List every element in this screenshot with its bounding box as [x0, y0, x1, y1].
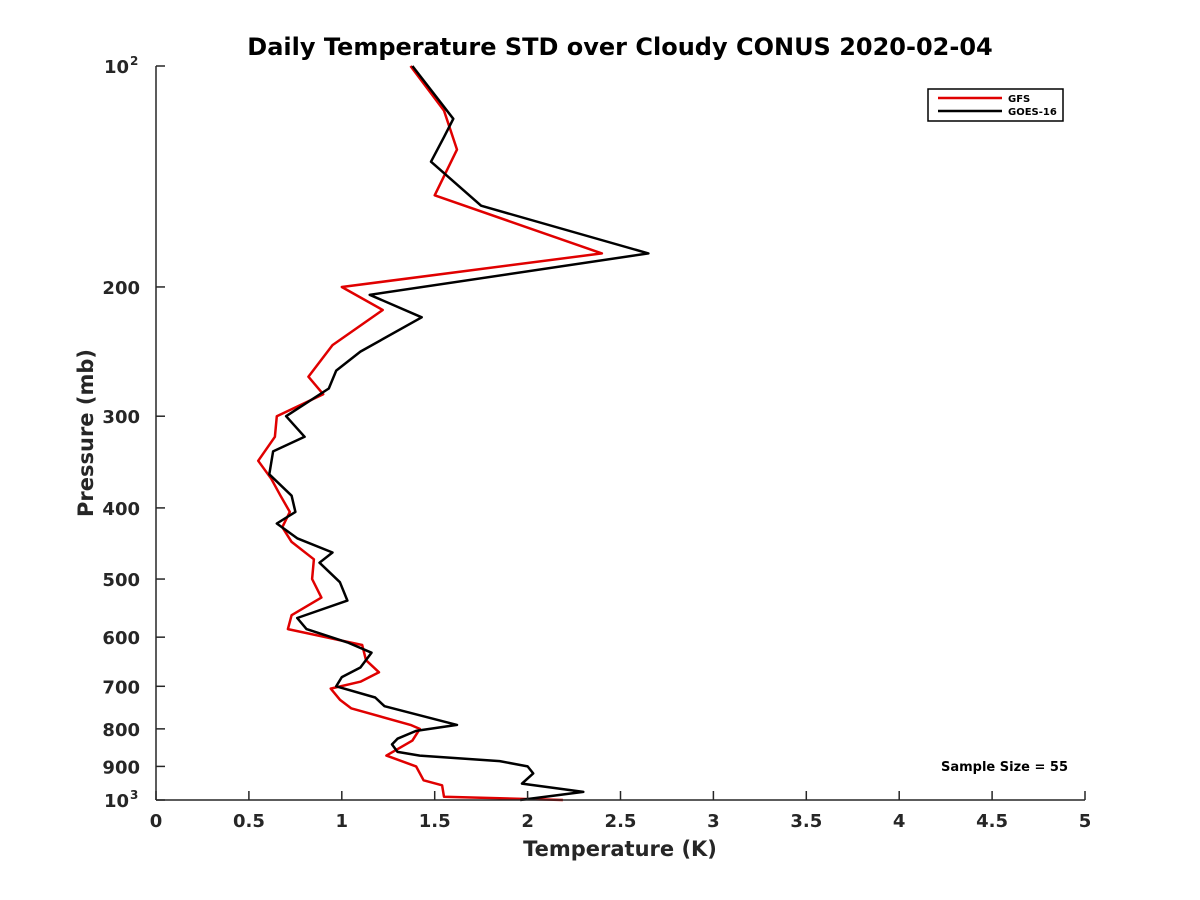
x-axis-ticks: 0 0.5 1 1.5 2 2.5 3 3.5 4 4.5 5: [150, 791, 1092, 832]
y-tick-label: 800: [102, 720, 140, 741]
x-tick-label: 4.5: [976, 811, 1008, 832]
x-tick-label: 0.5: [233, 811, 265, 832]
x-tick-label: 1: [336, 811, 349, 832]
x-tick-label: 4: [893, 811, 906, 832]
y-tick-label: 10: [104, 791, 129, 812]
y-tick-label: 300: [102, 407, 140, 428]
y-tick-label: 700: [102, 677, 140, 698]
legend: GFS GOES-16: [927, 88, 1064, 122]
y-axis-label: Pressure (mb): [74, 349, 98, 517]
chart-title: Daily Temperature STD over Cloudy CONUS …: [247, 33, 992, 61]
sample-size-annotation: Sample Size = 55: [941, 760, 1068, 775]
y-tick-label: 200: [102, 278, 140, 299]
y-tick-label: 500: [102, 570, 140, 591]
x-tick-label: 3.5: [790, 811, 822, 832]
x-tick-label: 0: [150, 811, 163, 832]
x-tick-label: 3: [707, 811, 720, 832]
series-line-goes16: [268, 65, 650, 802]
legend-label-gfs: GFS: [1008, 94, 1030, 105]
y-tick-label: 10: [104, 57, 129, 78]
plot-area: [256, 65, 650, 802]
x-axis-label: Temperature (K): [523, 837, 717, 861]
x-tick-label: 2.5: [605, 811, 637, 832]
y-tick-label: 400: [102, 499, 140, 520]
y-tick-exponent: 3: [130, 788, 138, 802]
y-tick-label: 900: [102, 757, 140, 778]
x-tick-label: 5: [1079, 811, 1092, 832]
legend-label-goes16: GOES-16: [1008, 107, 1057, 118]
legend-box: [927, 88, 1064, 122]
series-line-gfs: [256, 65, 604, 802]
axes: [155, 66, 1085, 801]
y-tick-exponent: 2: [130, 54, 138, 68]
x-tick-label: 2: [521, 811, 534, 832]
y-tick-label: 600: [102, 628, 140, 649]
x-tick-label: 1.5: [419, 811, 451, 832]
